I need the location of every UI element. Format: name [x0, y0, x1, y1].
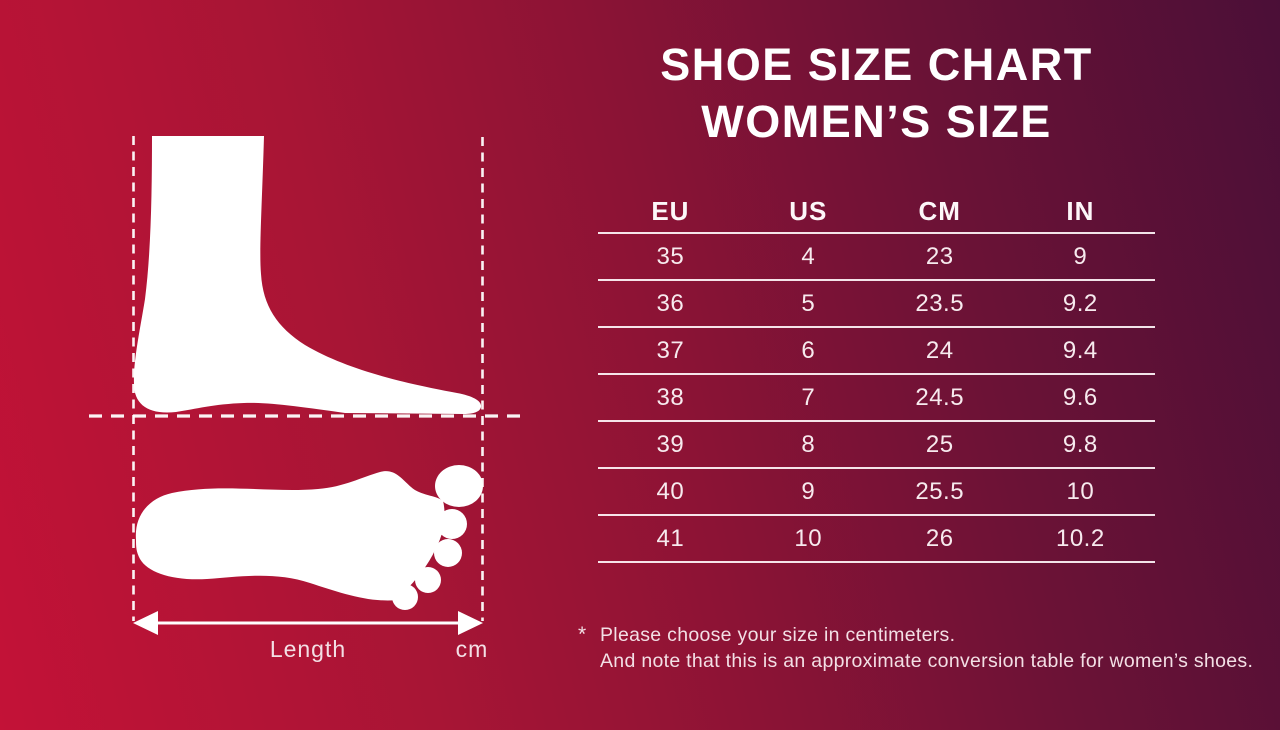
cell-eu: 39 — [598, 421, 743, 469]
column-header-in: IN — [1005, 191, 1155, 234]
table-row: 36 5 23.5 9.2 — [598, 280, 1155, 328]
cell-in: 9.6 — [1005, 374, 1155, 422]
column-header-cm: CM — [873, 191, 1006, 234]
cell-eu: 38 — [598, 374, 743, 422]
column-header-eu: EU — [598, 191, 743, 234]
length-label: Length — [270, 636, 346, 662]
cell-us: 4 — [742, 233, 874, 281]
footnote-asterisk: * — [578, 623, 587, 646]
footnote-line-1: Please choose your size in centimeters. — [600, 624, 956, 646]
footnote: * Please choose your size in centimeters… — [578, 622, 1258, 674]
table-row: 38 7 24.5 9.6 — [598, 374, 1155, 422]
cell-cm: 24 — [873, 327, 1006, 375]
cell-in: 9.2 — [1005, 280, 1155, 328]
second-toe — [437, 509, 467, 539]
cell-us: 9 — [742, 468, 874, 516]
foot-measurement-diagram: Length cm — [89, 136, 525, 662]
footnote-text: Please choose your size in centimeters. … — [600, 622, 1253, 674]
page-title: SHOE SIZE CHART WOMEN’S SIZE — [598, 36, 1155, 150]
cell-in: 10 — [1005, 468, 1155, 516]
table-row: 35 4 23 9 — [598, 233, 1155, 281]
cell-eu: 35 — [598, 233, 743, 281]
big-toe — [435, 465, 483, 507]
cell-eu: 40 — [598, 468, 743, 516]
foot-side-view-silhouette — [133, 136, 482, 414]
cell-cm: 24.5 — [873, 374, 1006, 422]
cell-eu: 41 — [598, 515, 743, 563]
cell-us: 5 — [742, 280, 874, 328]
cell-in: 10.2 — [1005, 515, 1155, 563]
cell-eu: 36 — [598, 280, 743, 328]
cell-in: 9.4 — [1005, 327, 1155, 375]
column-header-us: US — [742, 191, 874, 234]
third-toe — [434, 539, 462, 567]
fourth-toe — [415, 567, 441, 593]
cell-us: 7 — [742, 374, 874, 422]
footprint-top-view-silhouette — [135, 471, 445, 601]
cm-unit-label: cm — [456, 636, 489, 662]
length-arrow-left-head — [133, 611, 158, 635]
page-title-line-1: SHOE SIZE CHART — [660, 39, 1093, 90]
size-conversion-table: EU US CM IN 35 4 23 9 36 5 23.5 9.2 37 6 — [598, 191, 1155, 563]
table-row: 39 8 25 9.8 — [598, 421, 1155, 469]
length-arrow-right-head — [458, 611, 483, 635]
table-row: 41 10 26 10.2 — [598, 515, 1155, 563]
cell-us: 8 — [742, 421, 874, 469]
table-row: 40 9 25.5 10 — [598, 468, 1155, 516]
table-header-row: EU US CM IN — [598, 191, 1155, 234]
cell-in: 9 — [1005, 233, 1155, 281]
page-title-line-2: WOMEN’S SIZE — [701, 96, 1052, 147]
table-row: 37 6 24 9.4 — [598, 327, 1155, 375]
cell-cm: 23 — [873, 233, 1006, 281]
cell-cm: 25.5 — [873, 468, 1006, 516]
cell-cm: 26 — [873, 515, 1006, 563]
cell-cm: 25 — [873, 421, 1006, 469]
cell-in: 9.8 — [1005, 421, 1155, 469]
footnote-line-2: And note that this is an approximate con… — [600, 650, 1254, 672]
cell-us: 6 — [742, 327, 874, 375]
little-toe — [392, 584, 418, 610]
cell-us: 10 — [742, 515, 874, 563]
cell-eu: 37 — [598, 327, 743, 375]
cell-cm: 23.5 — [873, 280, 1006, 328]
